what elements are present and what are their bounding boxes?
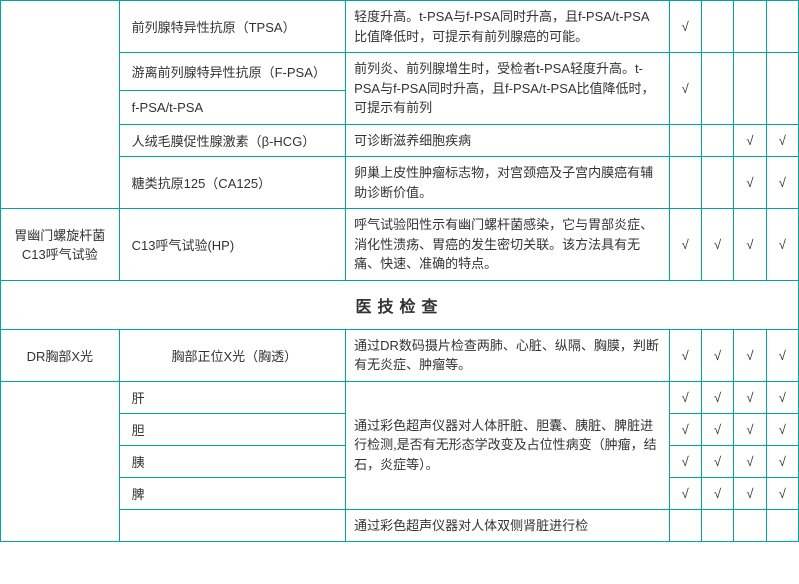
desc-cell: 前列炎、前列腺增生时，受检者t-PSA轻度升高。t-PSA与f-PSA同时升高，… — [346, 53, 670, 125]
check-cell: √ — [669, 477, 701, 509]
check-cell — [701, 157, 733, 209]
check-cell: √ — [669, 381, 701, 413]
check-cell: √ — [734, 209, 766, 281]
check-cell: √ — [701, 381, 733, 413]
check-cell — [734, 509, 766, 542]
check-cell: √ — [669, 209, 701, 281]
medical-exam-table: 前列腺特异性抗原（TPSA） 轻度升高。t-PSA与f-PSA同时升高，且f-P… — [0, 0, 799, 542]
check-cell — [766, 509, 798, 542]
item-cell: 肝 — [119, 381, 345, 413]
category-cell — [1, 381, 120, 542]
check-cell — [734, 1, 766, 53]
check-cell: √ — [669, 413, 701, 445]
check-cell: √ — [669, 1, 701, 53]
check-cell: √ — [669, 445, 701, 477]
desc-cell: 轻度升高。t-PSA与f-PSA同时升高，且f-PSA/t-PSA比值降低时，可… — [346, 1, 670, 53]
table-row: DR胸部X光 胸部正位X光（胸透） 通过DR数码摄片检查两肺、心脏、纵隔、胸膜，… — [1, 329, 799, 381]
check-cell: √ — [734, 381, 766, 413]
check-cell: √ — [734, 124, 766, 157]
desc-cell: 可诊断滋养细胞疾病 — [346, 124, 670, 157]
check-cell: √ — [701, 445, 733, 477]
check-cell — [701, 124, 733, 157]
check-cell — [669, 509, 701, 542]
check-cell: √ — [669, 53, 701, 125]
table-row: 胃幽门螺旋杆菌C13呼气试验 C13呼气试验(HP) 呼气试验阳性示有幽门螺杆菌… — [1, 209, 799, 281]
check-cell: √ — [734, 157, 766, 209]
item-cell: 糖类抗原125（CA125） — [119, 157, 345, 209]
check-cell: √ — [766, 124, 798, 157]
table-row: 通过彩色超声仪器对人体双侧肾脏进行检 — [1, 509, 799, 542]
item-cell: C13呼气试验(HP) — [119, 209, 345, 281]
item-cell: 胸部正位X光（胸透） — [119, 329, 345, 381]
item-cell: 前列腺特异性抗原（TPSA） — [119, 1, 345, 53]
check-cell — [669, 124, 701, 157]
table-row: 肝 通过彩色超声仪器对人体肝脏、胆囊、胰脏、脾脏进行检测,是否有无形态学改变及占… — [1, 381, 799, 413]
item-cell: 人绒毛膜促性腺激素（β-HCG） — [119, 124, 345, 157]
check-cell: √ — [701, 413, 733, 445]
section-header-row: 医技检查 — [1, 280, 799, 329]
check-cell: √ — [766, 477, 798, 509]
item-cell: 胰 — [119, 445, 345, 477]
check-cell — [701, 509, 733, 542]
item-cell: 游离前列腺特异性抗原（F-PSA） — [119, 53, 345, 91]
check-cell — [734, 53, 766, 125]
check-cell — [701, 1, 733, 53]
check-cell — [669, 157, 701, 209]
check-cell: √ — [669, 329, 701, 381]
check-cell: √ — [734, 477, 766, 509]
desc-cell: 呼气试验阳性示有幽门螺杆菌感染，它与胃部炎症、消化性溃疡、胃癌的发生密切关联。该… — [346, 209, 670, 281]
check-cell — [701, 53, 733, 125]
check-cell: √ — [766, 381, 798, 413]
desc-cell: 通过彩色超声仪器对人体肝脏、胆囊、胰脏、脾脏进行检测,是否有无形态学改变及占位性… — [346, 381, 670, 509]
check-cell — [766, 53, 798, 125]
check-cell: √ — [734, 413, 766, 445]
table-row: 人绒毛膜促性腺激素（β-HCG） 可诊断滋养细胞疾病 √ √ — [1, 124, 799, 157]
category-cell — [1, 1, 120, 209]
check-cell: √ — [734, 445, 766, 477]
item-cell: 脾 — [119, 477, 345, 509]
table-row: 糖类抗原125（CA125） 卵巢上皮性肿瘤标志物，对宫颈癌及子宫内膜癌有辅助诊… — [1, 157, 799, 209]
check-cell: √ — [701, 209, 733, 281]
item-cell: f-PSA/t-PSA — [119, 91, 345, 124]
check-cell: √ — [701, 477, 733, 509]
check-cell: √ — [701, 329, 733, 381]
desc-cell: 通过DR数码摄片检查两肺、心脏、纵隔、胸膜，判断有无炎症、肿瘤等。 — [346, 329, 670, 381]
category-cell: DR胸部X光 — [1, 329, 120, 381]
table-row: 游离前列腺特异性抗原（F-PSA） 前列炎、前列腺增生时，受检者t-PSA轻度升… — [1, 53, 799, 91]
check-cell: √ — [734, 329, 766, 381]
check-cell: √ — [766, 157, 798, 209]
check-cell: √ — [766, 209, 798, 281]
check-cell: √ — [766, 413, 798, 445]
desc-cell: 卵巢上皮性肿瘤标志物，对宫颈癌及子宫内膜癌有辅助诊断价值。 — [346, 157, 670, 209]
item-cell: 胆 — [119, 413, 345, 445]
desc-cell: 通过彩色超声仪器对人体双侧肾脏进行检 — [346, 509, 670, 542]
check-cell — [766, 1, 798, 53]
check-cell: √ — [766, 445, 798, 477]
table-row: 前列腺特异性抗原（TPSA） 轻度升高。t-PSA与f-PSA同时升高，且f-P… — [1, 1, 799, 53]
check-cell: √ — [766, 329, 798, 381]
section-header: 医技检查 — [1, 280, 799, 329]
item-cell — [119, 509, 345, 542]
category-cell: 胃幽门螺旋杆菌C13呼气试验 — [1, 209, 120, 281]
